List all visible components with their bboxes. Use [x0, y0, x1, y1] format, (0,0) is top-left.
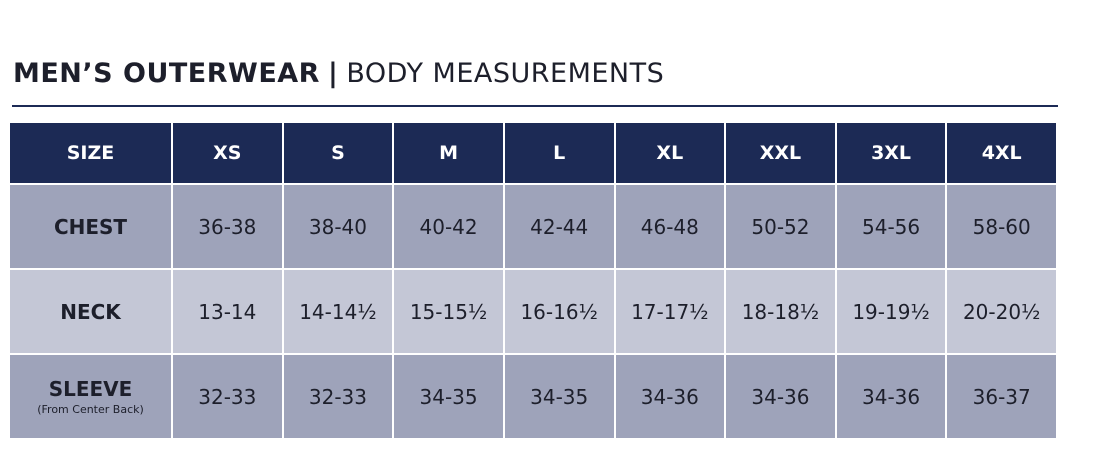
table-cell: 32-33: [171, 353, 284, 440]
column-header: XXL: [724, 121, 837, 185]
table-cell: 32-33: [281, 353, 395, 440]
table-row: NECK 13-14 14-14½ 15-15½ 16-16½ 17-17½ 18-18½ 1…: [10, 268, 1058, 355]
table-row: SLEEVE (From Center Back) 32-33 32-33 34-35 3…: [10, 353, 1058, 440]
table-cell: 17-17½: [613, 268, 727, 355]
column-header: L: [502, 121, 616, 185]
header-row: SIZE XS S M L XL XXL 3XL 4XL: [10, 121, 1058, 185]
column-header: M: [392, 121, 505, 185]
column-header: XS: [171, 121, 284, 185]
row-note: (From Center Back): [37, 403, 144, 416]
row-label-cell: CHEST: [10, 183, 173, 270]
column-header: 3XL: [834, 121, 948, 185]
table-cell: 42-44: [502, 183, 616, 270]
table-cell: 46-48: [613, 183, 727, 270]
table-cell: 36-38: [171, 183, 284, 270]
table-cell: 36-37: [945, 353, 1058, 440]
column-header: XL: [613, 121, 727, 185]
subtitle: BODY MEASUREMENTS: [346, 58, 665, 89]
table-cell: 19-19½: [834, 268, 948, 355]
title-rule: [12, 105, 1058, 107]
column-header: S: [281, 121, 395, 185]
table-cell: 34-35: [392, 353, 505, 440]
size-table: SIZE XS S M L XL XXL 3XL 4XL CHEST 36-38 38-40 40-42…: [10, 121, 1058, 440]
column-header: SIZE: [10, 121, 173, 185]
table-row: CHEST 36-38 38-40 40-42 42-44 46-48 50-52 54-56…: [10, 183, 1058, 270]
table-cell: 20-20½: [945, 268, 1058, 355]
table-cell: 34-36: [613, 353, 727, 440]
table-cell: 16-16½: [502, 268, 616, 355]
title-bold: MEN’S OUTERWEAR: [13, 58, 320, 89]
table-cell: 14-14½: [281, 268, 395, 355]
row-label: SLEEVE: [48, 377, 133, 401]
table-cell: 54-56: [834, 183, 948, 270]
table-cell: 40-42: [392, 183, 505, 270]
row-label-cell: NECK: [10, 268, 173, 355]
row-label-cell: SLEEVE (From Center Back): [10, 353, 173, 440]
table-cell: 13-14: [171, 268, 284, 355]
table-cell: 15-15½: [392, 268, 505, 355]
row-label: CHEST: [53, 214, 128, 239]
table-cell: 58-60: [945, 183, 1058, 270]
row-label: NECK: [60, 299, 121, 324]
table-cell: 34-36: [724, 353, 837, 440]
table-cell: 18-18½: [724, 268, 837, 355]
column-header: 4XL: [945, 121, 1058, 185]
table-cell: 38-40: [281, 183, 395, 270]
table-cell: 50-52: [724, 183, 837, 270]
table-cell: 34-35: [502, 353, 616, 440]
table-cell: 34-36: [834, 353, 948, 440]
title: MEN’S OUTERWEAR | BODY MEASUREMENTS: [13, 58, 664, 89]
title-separator: |: [327, 58, 339, 89]
